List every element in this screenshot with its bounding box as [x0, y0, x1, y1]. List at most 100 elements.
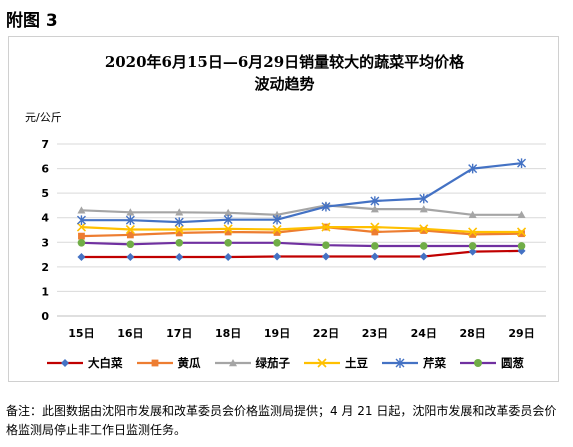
data-point: [174, 224, 184, 235]
data-point: [224, 253, 233, 262]
legend-label: 绿茄子: [255, 356, 291, 370]
x-tick-label: 18日: [215, 327, 241, 340]
data-point: [371, 242, 379, 250]
data-point: [419, 242, 428, 250]
legend-swatch: [460, 359, 496, 367]
data-point: [420, 227, 428, 234]
data-point: [370, 205, 379, 213]
x-tick-label: 22日: [313, 327, 339, 340]
data-point: [517, 210, 526, 218]
data-point: [223, 214, 233, 225]
legend-marker: [474, 359, 482, 367]
data-point: [272, 214, 282, 225]
data-point: [517, 158, 527, 168]
x-tick-label: 17日: [166, 327, 192, 340]
series-line: [81, 249, 522, 259]
data-point: [223, 224, 233, 234]
legend-item: 芹菜: [380, 355, 446, 371]
legend-swatch: [214, 359, 251, 367]
y-tick-label: 4: [41, 212, 49, 225]
data-point: [370, 196, 380, 206]
chart-title-line1: 2020年6月15日—6月29日销量较大的蔬菜平均价格: [104, 53, 465, 71]
legend-marker: [151, 359, 158, 367]
x-tick-label: 23日: [362, 327, 388, 340]
data-point: [77, 253, 86, 262]
data-point: [273, 229, 281, 236]
y-tick-label: 0: [41, 310, 49, 323]
data-point: [321, 222, 331, 232]
data-point: [469, 231, 477, 238]
legend-swatch: [382, 358, 418, 368]
data-point: [468, 210, 477, 218]
data-point: [516, 227, 527, 237]
data-point: [419, 193, 429, 204]
data-point: [126, 240, 135, 249]
legend-item: 黄瓜: [135, 355, 201, 371]
page-heading: 附图 3: [6, 11, 58, 31]
data-point: [517, 242, 526, 250]
data-point: [419, 205, 428, 213]
data-point: [77, 238, 86, 247]
data-point: [125, 215, 135, 225]
x-tick-label: 28日: [459, 327, 485, 340]
chart-frame: 2020年6月15日—6月29日销量较大的蔬菜平均价格 波动趋势 元/公斤 0 1 2…: [8, 36, 559, 382]
legend-item: 土豆: [302, 355, 368, 371]
footnote: 备注：此图数据由沈阳市发展和改革委员会价格监测局提供；4 月 21 日起，沈阳市…: [6, 404, 557, 437]
legend-swatch: [136, 359, 173, 367]
data-point: [468, 227, 478, 237]
chart-legend: 大白菜 黄瓜 绿茄子 土豆 芹菜 圆葱: [9, 355, 560, 371]
data-point: [321, 252, 330, 261]
data-point: [175, 229, 183, 237]
data-point: [78, 232, 85, 240]
y-tick-label: 3: [41, 236, 49, 249]
data-point: [76, 222, 87, 232]
data-point: [273, 252, 282, 261]
chart-title: 2020年6月15日—6月29日销量较大的蔬菜平均价格 波动趋势: [9, 51, 560, 95]
legend-label: 芹菜: [423, 356, 446, 370]
legend-item: 绿茄子: [213, 355, 291, 371]
y-tick-label: 6: [41, 163, 49, 176]
data-point: [273, 210, 282, 218]
x-tick-label: 19日: [264, 327, 290, 340]
legend-marker: [395, 358, 405, 368]
legend-item: 大白菜: [45, 355, 123, 371]
data-point: [321, 201, 331, 212]
data-point: [224, 238, 232, 247]
series-line: [81, 162, 522, 224]
y-axis-label: 元/公斤: [25, 111, 62, 124]
data-point: [126, 231, 134, 239]
y-tick-label: 7: [41, 138, 49, 151]
legend-swatch: [304, 358, 340, 368]
data-point: [77, 206, 86, 214]
data-point: [175, 238, 184, 247]
series-line: [81, 204, 522, 216]
series-line: [81, 226, 522, 238]
y-tick-label: 2: [41, 261, 49, 274]
x-tick-label: 15日: [68, 327, 94, 340]
data-point: [76, 215, 86, 225]
legend-label: 大白菜: [88, 356, 123, 370]
legend-marker: [317, 358, 327, 368]
data-point: [126, 208, 135, 216]
legend-label: 黄瓜: [177, 356, 201, 370]
data-point: [468, 242, 477, 250]
data-point: [224, 228, 232, 236]
data-point: [468, 163, 478, 174]
chart-title-line2: 波动趋势: [254, 75, 315, 93]
data-point: [322, 241, 330, 250]
data-point: [419, 252, 428, 261]
data-point: [419, 224, 429, 234]
legend-label: 圆葱: [501, 356, 524, 370]
legend-label: 土豆: [345, 356, 368, 370]
y-tick-label: 1: [41, 285, 49, 298]
data-point: [370, 252, 379, 261]
x-tick-label: 29日: [508, 327, 534, 340]
legend-swatch: [47, 359, 83, 367]
data-point: [468, 247, 477, 256]
series-line: [81, 241, 522, 248]
legend-marker: [228, 359, 237, 367]
legend-marker: [61, 359, 69, 367]
data-point: [371, 228, 379, 236]
data-point: [125, 224, 135, 235]
x-tick-label: 24日: [411, 327, 437, 340]
